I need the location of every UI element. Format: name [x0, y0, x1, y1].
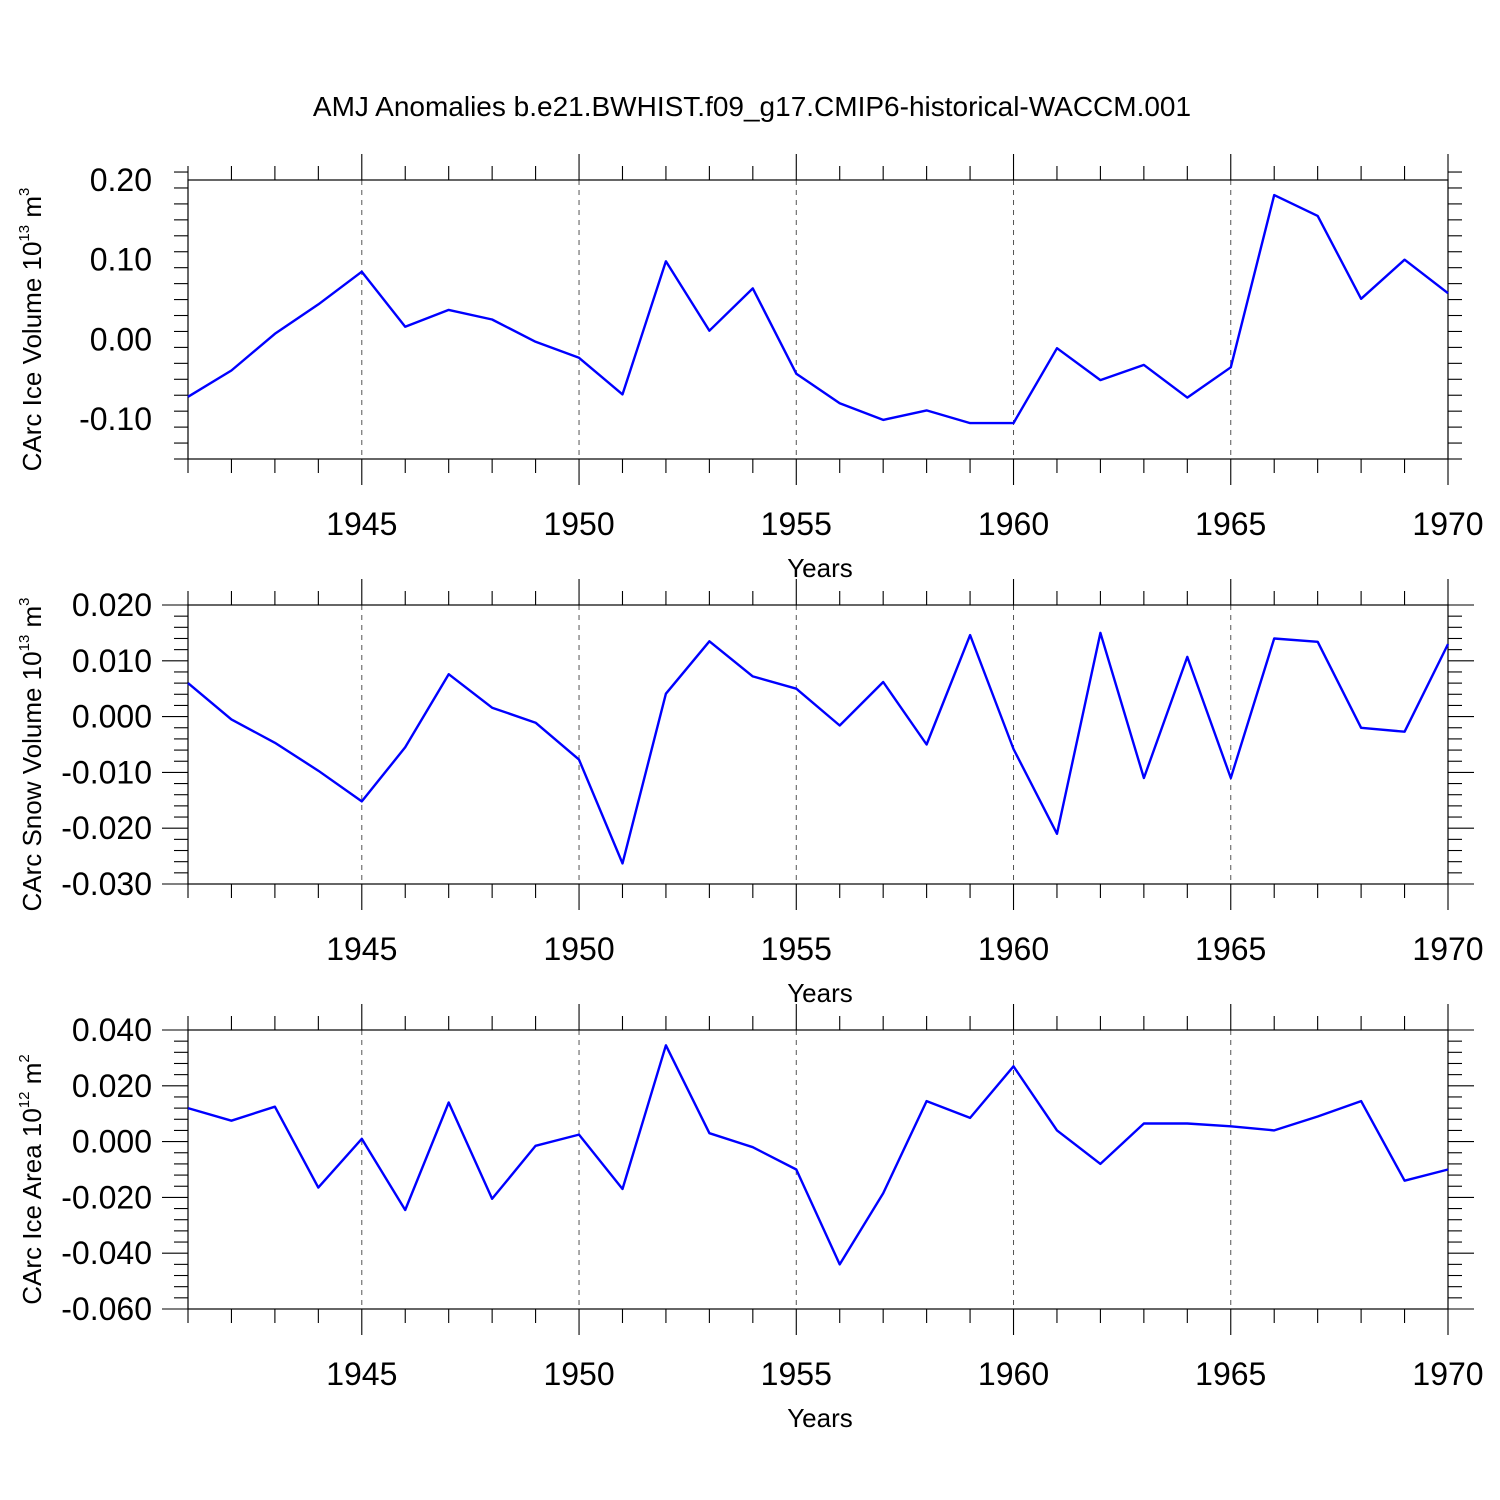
y-axis-title-main: CArc Ice Volume 10	[17, 242, 47, 472]
y-axis-title-unit: m	[17, 196, 47, 225]
x-tick-label: 1960	[978, 931, 1049, 967]
x-tick-label: 1965	[1195, 1356, 1266, 1392]
x-tick-label: 1960	[978, 1356, 1049, 1392]
y-axis-title-unit: m	[17, 606, 47, 635]
x-tick-label: 1945	[326, 931, 397, 967]
y-axis-title: CArc Snow Volume 1013 m3	[16, 597, 47, 911]
plot-frame	[187, 604, 1449, 885]
y-tick-label: -0.040	[61, 1235, 152, 1271]
y-axis-title: CArc Ice Area 1012 m2	[16, 1054, 47, 1304]
y-axis-title-unit-exponent: 3	[16, 597, 33, 605]
x-tick-label: 1960	[978, 506, 1049, 542]
x-tick-label: 1965	[1195, 506, 1266, 542]
y-axis-title-unit-exponent: 2	[16, 1054, 33, 1062]
series-line	[187, 193, 1449, 425]
panel-1: 0.20 0.10 0.00 -0.10 1945 1950 1955 1960 1965 197…	[16, 154, 1484, 583]
y-tick-label: 0.00	[90, 321, 152, 357]
y-axis-title-exponent: 13	[16, 225, 33, 242]
y-tick-label: 0.020	[72, 1068, 152, 1104]
y-axis-title-exponent: 12	[16, 1092, 33, 1109]
series-line	[187, 631, 1450, 865]
y-tick-label: -0.10	[79, 401, 152, 437]
y-tick-label: -0.020	[61, 1179, 152, 1215]
x-axis-title: Years	[787, 1403, 853, 1433]
x-tick-label: 1955	[761, 931, 832, 967]
y-tick-label: 0.000	[72, 699, 152, 735]
x-axis-title: Years	[787, 978, 853, 1008]
x-tick-label: 1950	[543, 931, 614, 967]
y-tick-label: 0.010	[72, 643, 152, 679]
y-tick-label: 0.20	[90, 162, 152, 198]
chart-title: AMJ Anomalies b.e21.BWHIST.f09_g17.CMIP6…	[313, 91, 1191, 122]
y-tick-label: 0.020	[72, 587, 152, 623]
y-axis-title: CArc Ice Volume 1013 m3	[16, 188, 47, 472]
y-tick-label: -0.020	[61, 810, 152, 846]
y-tick-label: -0.010	[61, 754, 152, 790]
x-tick-label: 1970	[1412, 931, 1483, 967]
x-tick-label: 1945	[326, 1356, 397, 1392]
plot-frame	[187, 179, 1449, 460]
x-tick-label: 1955	[761, 506, 832, 542]
y-axis-title-unit-exponent: 3	[16, 188, 33, 196]
x-tick-label: 1965	[1195, 931, 1266, 967]
y-axis-title-exponent: 13	[16, 635, 33, 652]
y-axis-title-main: CArc Ice Area 10	[17, 1108, 47, 1305]
x-axis-title: Years	[787, 553, 853, 583]
x-tick-label: 1950	[543, 1356, 614, 1392]
y-axis-title-unit: m	[17, 1063, 47, 1092]
y-tick-label: 0.000	[72, 1124, 152, 1160]
y-tick-label: -0.030	[61, 866, 152, 902]
series-line	[187, 1044, 1449, 1266]
y-tick-label: 0.040	[72, 1012, 152, 1048]
y-tick-label: 0.10	[90, 242, 152, 278]
y-axis-title-main: CArc Snow Volume 10	[17, 651, 47, 911]
panel-2: 0.020 0.010 0.000 -0.010 -0.020 -0.030 1945 195…	[16, 579, 1484, 1008]
panel-3: 0.040 0.020 0.000 -0.020 -0.040 -0.060 1945 195…	[16, 1004, 1484, 1433]
x-tick-label: 1950	[543, 506, 614, 542]
x-tick-label: 1945	[326, 506, 397, 542]
plot-frame	[187, 1029, 1449, 1310]
x-tick-label: 1970	[1412, 1356, 1483, 1392]
y-tick-label: -0.060	[61, 1291, 152, 1327]
x-tick-label: 1970	[1412, 506, 1483, 542]
x-tick-label: 1955	[761, 1356, 832, 1392]
panels: 0.20 0.10 0.00 -0.10 1945 1950 1955 1960 1965 197…	[16, 154, 1484, 1433]
